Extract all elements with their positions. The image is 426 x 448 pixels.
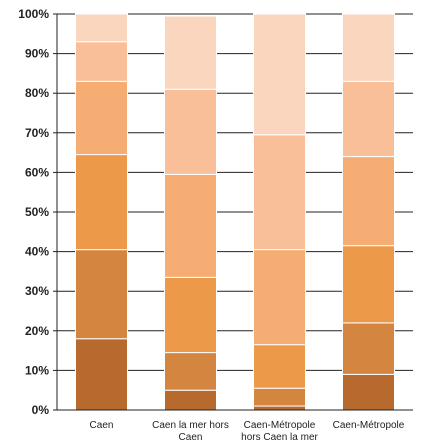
x-category-label-line: hors Caen la mer xyxy=(241,432,318,443)
y-tick-label: 20% xyxy=(25,324,49,338)
bar-stack xyxy=(164,15,217,411)
x-category-label-line: Caen-Métropole xyxy=(244,420,316,431)
bar-segment xyxy=(164,15,217,90)
bar-segment xyxy=(164,352,217,391)
bar-segment xyxy=(164,276,217,354)
bar-segment xyxy=(164,173,217,278)
bar-segment xyxy=(342,373,395,411)
x-category-label: Caen xyxy=(90,420,114,431)
y-tick-label: 50% xyxy=(25,205,49,219)
y-tick-label: 80% xyxy=(25,86,49,100)
bar-segment xyxy=(342,80,395,158)
bar-segment xyxy=(342,322,395,375)
y-tick-label: 10% xyxy=(25,363,49,377)
x-category-label: Caen-Métropole hors Caen la mer xyxy=(241,420,318,443)
x-category-label: Caen la mer hors Caen xyxy=(152,420,229,443)
bar-segment xyxy=(253,405,306,411)
bar-stack xyxy=(342,13,395,411)
x-category-label-line: Caen la mer hors xyxy=(152,420,229,431)
bar-stacks xyxy=(75,13,395,411)
x-category-label-line: Caen xyxy=(179,432,203,443)
bar-stack xyxy=(75,13,128,411)
axes xyxy=(56,14,413,411)
y-tick-label: 90% xyxy=(25,47,49,61)
bar-segment xyxy=(75,41,128,82)
bar-segment xyxy=(164,88,217,175)
bar-segment xyxy=(75,80,128,156)
y-axis-tick-labels: 0% 10% 20% 30% 40% 50% 60% 70% 80% 90% 100% xyxy=(18,7,49,417)
bar-segment xyxy=(342,156,395,247)
bar-segment xyxy=(75,13,128,43)
bar-segment xyxy=(75,154,128,251)
bar-segment xyxy=(75,249,128,340)
bar-segment xyxy=(253,13,306,136)
bar-segment xyxy=(75,338,128,411)
x-category-label: Caen-Métropole xyxy=(333,420,405,431)
x-category-label-line: Caen xyxy=(90,420,114,431)
y-tick-label: 30% xyxy=(25,284,49,298)
y-tick-label: 100% xyxy=(18,7,49,21)
bar-segment xyxy=(164,389,217,411)
bar-segment xyxy=(253,387,306,407)
bar-segment xyxy=(342,13,395,82)
y-tick-label: 40% xyxy=(25,245,49,259)
y-tick-label: 60% xyxy=(25,165,49,179)
bar-segment xyxy=(342,245,395,324)
x-category-label-line: Caen-Métropole xyxy=(333,420,405,431)
bar-segment xyxy=(253,249,306,346)
bar-segment xyxy=(253,134,306,251)
y-tick-label: 70% xyxy=(25,126,49,140)
bar-stack xyxy=(253,13,306,411)
y-tick-label: 0% xyxy=(32,403,50,417)
bar-segment xyxy=(253,344,306,389)
